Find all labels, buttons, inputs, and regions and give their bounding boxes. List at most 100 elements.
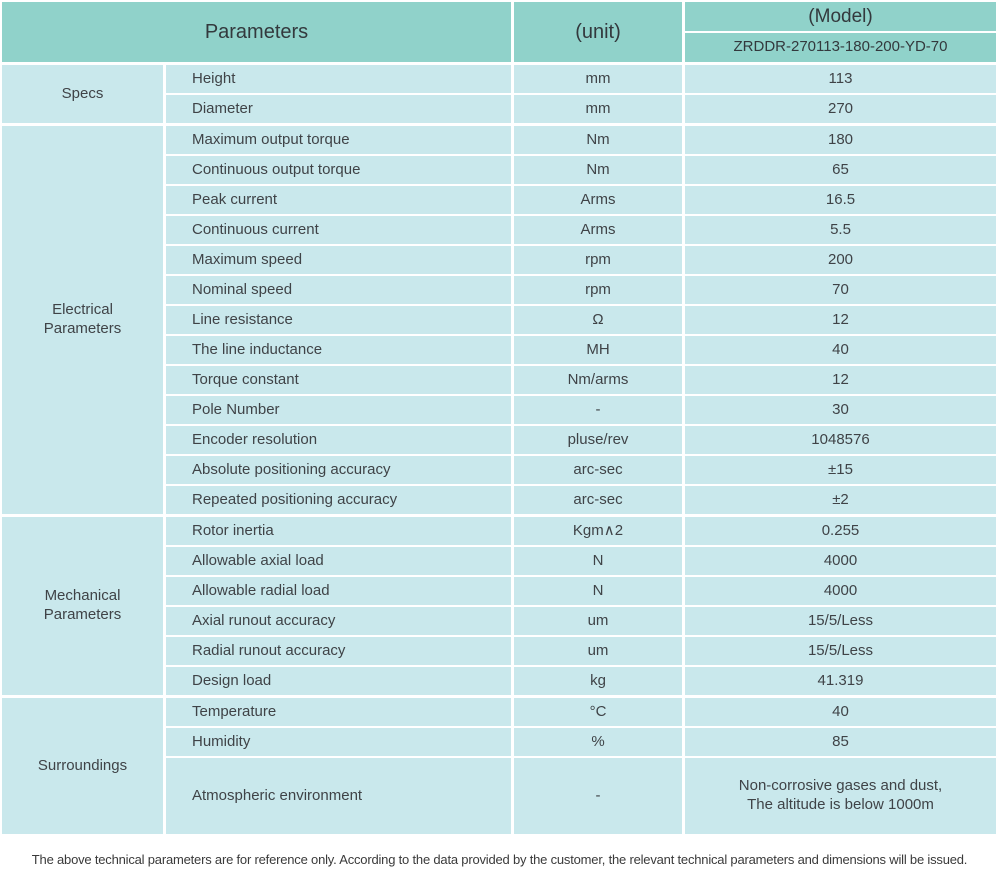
unit-cell: Kgm∧2 <box>514 517 682 545</box>
value-cell: 70 <box>685 276 996 304</box>
value-cell: 16.5 <box>685 186 996 214</box>
unit-cell: % <box>514 728 682 756</box>
section-label-electrical-parameters: Electrical Parameters <box>2 126 163 514</box>
param-cell: Atmospheric environment <box>166 758 511 834</box>
value-cell: 12 <box>685 366 996 394</box>
param-cell: Radial runout accuracy <box>166 637 511 665</box>
param-cell: The line inductance <box>166 336 511 364</box>
value-cell: 0.255 <box>685 517 996 545</box>
param-cell: Design load <box>166 667 511 695</box>
value-cell: 270 <box>685 95 996 123</box>
section-label-surroundings: Surroundings <box>2 698 163 834</box>
table-row: Peak current Arms 16.5 <box>166 186 996 214</box>
unit-cell: MH <box>514 336 682 364</box>
table-row: Allowable radial load N 4000 <box>166 577 996 605</box>
unit-cell: arc-sec <box>514 486 682 514</box>
value-cell: 200 <box>685 246 996 274</box>
unit-cell: um <box>514 607 682 635</box>
param-cell: Maximum output torque <box>166 126 511 154</box>
model-number: ZRDDR-270113-180-200-YD-70 <box>685 33 996 62</box>
unit-cell: pluse/rev <box>514 426 682 454</box>
section-label-specs: Specs <box>2 65 163 123</box>
param-cell: Encoder resolution <box>166 426 511 454</box>
param-cell: Continuous current <box>166 216 511 244</box>
value-cell: 40 <box>685 336 996 364</box>
unit-cell: Arms <box>514 186 682 214</box>
spec-table: Parameters (unit) (Model) ZRDDR-270113-1… <box>2 2 996 834</box>
value-cell: 4000 <box>685 547 996 575</box>
table-row: Height mm 113 <box>166 65 996 93</box>
section-rows: Maximum output torque Nm 180 Continuous … <box>166 126 996 514</box>
param-cell: Peak current <box>166 186 511 214</box>
unit-cell: N <box>514 547 682 575</box>
unit-cell: - <box>514 396 682 424</box>
param-cell: Allowable radial load <box>166 577 511 605</box>
unit-cell: Ω <box>514 306 682 334</box>
unit-cell: - <box>514 758 682 834</box>
value-cell: 41.319 <box>685 667 996 695</box>
section-label-mechanical-parameters: Mechanical Parameters <box>2 517 163 695</box>
value-cell: ±15 <box>685 456 996 484</box>
unit-cell: um <box>514 637 682 665</box>
param-cell: Continuous output torque <box>166 156 511 184</box>
param-cell: Humidity <box>166 728 511 756</box>
param-cell: Height <box>166 65 511 93</box>
model-column-header: (Model) <box>685 2 996 31</box>
unit-column-header: (unit) <box>514 2 682 62</box>
value-cell: 85 <box>685 728 996 756</box>
unit-cell: Nm <box>514 156 682 184</box>
value-cell: 1048576 <box>685 426 996 454</box>
unit-cell: kg <box>514 667 682 695</box>
table-row: Continuous output torque Nm 65 <box>166 156 996 184</box>
footer-note: The above technical parameters are for r… <box>31 852 968 867</box>
unit-cell: Nm <box>514 126 682 154</box>
param-cell: Torque constant <box>166 366 511 394</box>
param-cell: Allowable axial load <box>166 547 511 575</box>
table-row: Continuous current Arms 5.5 <box>166 216 996 244</box>
table-row: Pole Number - 30 <box>166 396 996 424</box>
param-cell: Line resistance <box>166 306 511 334</box>
unit-cell: °C <box>514 698 682 726</box>
table-row: Absolute positioning accuracy arc-sec ±1… <box>166 456 996 484</box>
table-row: Rotor inertia Kgm∧2 0.255 <box>166 517 996 545</box>
param-cell: Repeated positioning accuracy <box>166 486 511 514</box>
param-cell: Maximum speed <box>166 246 511 274</box>
table-row: Encoder resolution pluse/rev 1048576 <box>166 426 996 454</box>
table-row: Line resistance Ω 12 <box>166 306 996 334</box>
param-cell: Rotor inertia <box>166 517 511 545</box>
table-row: Radial runout accuracy um 15/5/Less <box>166 637 996 665</box>
table-row: Torque constant Nm/arms 12 <box>166 366 996 394</box>
value-cell: 15/5/Less <box>685 607 996 635</box>
table-row: Nominal speed rpm 70 <box>166 276 996 304</box>
param-cell: Absolute positioning accuracy <box>166 456 511 484</box>
param-cell: Nominal speed <box>166 276 511 304</box>
section-rows: Rotor inertia Kgm∧2 0.255 Allowable axia… <box>166 517 996 695</box>
table-row: Temperature °C 40 <box>166 698 996 726</box>
table-row: Diameter mm 270 <box>166 95 996 123</box>
section-electrical-parameters: Electrical Parameters Maximum output tor… <box>2 126 996 514</box>
table-header-row: Parameters (unit) (Model) ZRDDR-270113-1… <box>2 2 996 62</box>
value-cell: 180 <box>685 126 996 154</box>
table-row: Design load kg 41.319 <box>166 667 996 695</box>
param-cell: Diameter <box>166 95 511 123</box>
unit-cell: mm <box>514 65 682 93</box>
param-cell: Axial runout accuracy <box>166 607 511 635</box>
unit-cell: mm <box>514 95 682 123</box>
value-cell: Non-corrosive gases and dust, The altitu… <box>685 758 996 834</box>
model-column-header-group: (Model) ZRDDR-270113-180-200-YD-70 <box>685 2 996 62</box>
value-cell: 30 <box>685 396 996 424</box>
section-surroundings: Surroundings Temperature °C 40 Humidity … <box>2 698 996 834</box>
value-cell: 40 <box>685 698 996 726</box>
value-cell: 4000 <box>685 577 996 605</box>
unit-cell: Arms <box>514 216 682 244</box>
section-rows: Temperature °C 40 Humidity % 85 Atmosphe… <box>166 698 996 834</box>
value-cell: 113 <box>685 65 996 93</box>
table-row: Repeated positioning accuracy arc-sec ±2 <box>166 486 996 514</box>
value-cell: ±2 <box>685 486 996 514</box>
value-cell: 12 <box>685 306 996 334</box>
unit-cell: N <box>514 577 682 605</box>
table-row: Allowable axial load N 4000 <box>166 547 996 575</box>
section-specs: Specs Height mm 113 Diameter mm 270 <box>2 65 996 123</box>
unit-cell: rpm <box>514 246 682 274</box>
